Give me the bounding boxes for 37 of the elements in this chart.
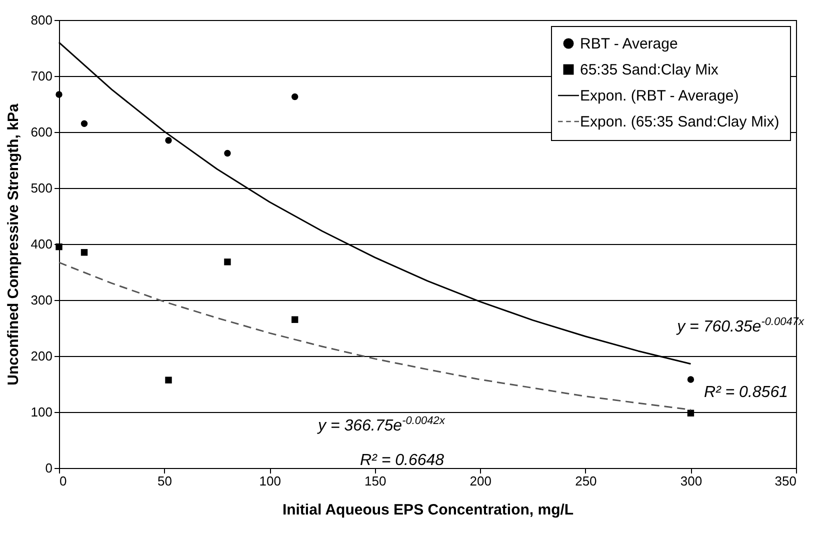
y-tick-label: 400 xyxy=(30,236,52,252)
point xyxy=(80,120,88,127)
point xyxy=(224,258,231,266)
legend-label: Expon. (65:35 Sand:Clay Mix) xyxy=(580,114,780,130)
y-tick-label: 200 xyxy=(30,348,52,364)
y-tick-label: 500 xyxy=(30,180,52,196)
point xyxy=(165,376,172,384)
legend-label: 65:35 Sand:Clay Mix xyxy=(580,62,719,78)
x-tick-label: 150 xyxy=(364,474,386,488)
x-tick-label: 50 xyxy=(158,474,172,488)
x-axis-title: Initial Aqueous EPS Concentration, mg/L xyxy=(282,502,574,518)
y-tick-label: 600 xyxy=(30,124,52,140)
x-tick-label: 250 xyxy=(575,474,597,488)
point xyxy=(165,137,172,144)
y-axis-title: Unconfined Compressive Strength, kPa xyxy=(4,102,22,386)
x-tick-label: 300 xyxy=(680,474,702,488)
x-tick-label: 100 xyxy=(259,474,281,488)
annotation: R² = 0.8561 xyxy=(704,384,788,402)
annotation: R² = 0.6648 xyxy=(360,452,444,470)
annotation: y = 366.75e$^{-0.0042x}$ xyxy=(318,415,445,436)
y-tick-label: 700 xyxy=(30,68,52,84)
y-tick-label: 300 xyxy=(30,292,52,308)
y-tick-label: 800 xyxy=(30,12,52,28)
point xyxy=(687,376,694,383)
y-tick-label: 0 xyxy=(45,460,52,476)
point xyxy=(687,410,694,416)
point xyxy=(291,316,298,323)
legend-label: Expon. (RBT - Average) xyxy=(580,88,739,104)
point xyxy=(291,93,298,100)
x-tick-label: 350 xyxy=(774,474,796,488)
point xyxy=(80,249,88,256)
legend-label: RBT - Average xyxy=(580,36,678,52)
x-tick-label: 200 xyxy=(470,474,492,488)
point xyxy=(224,150,231,157)
point xyxy=(56,91,62,98)
x-tick-label: 0 xyxy=(60,474,67,488)
y-tick-label: 100 xyxy=(30,404,52,420)
